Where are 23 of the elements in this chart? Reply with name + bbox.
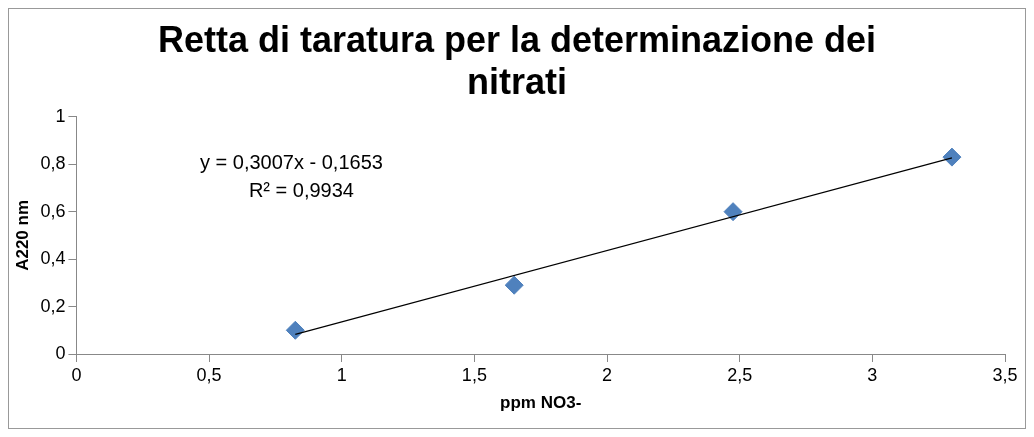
- x-tick-label: 3: [867, 364, 878, 385]
- point: [942, 147, 962, 167]
- x-tick-label: 0: [71, 364, 82, 385]
- point: [285, 320, 305, 340]
- point: [504, 275, 524, 295]
- x-tick-label: 1,5: [461, 364, 487, 385]
- x-tick-label: 2,5: [727, 364, 753, 385]
- y-axis-title: A220 nm: [12, 199, 32, 271]
- annotation: y = 0,3007x - 0,1653: [199, 150, 383, 173]
- x-tick-label: 0,5: [196, 364, 222, 385]
- y-tick-label: 0,2: [40, 295, 66, 316]
- x-tick-label: 1: [336, 364, 347, 385]
- y-tick-label: 0,8: [40, 153, 66, 174]
- point: [723, 202, 743, 222]
- x-tick-label: 2: [602, 364, 613, 385]
- y-tick-label: 0: [55, 342, 66, 363]
- x-axis-title: ppm NO3-: [500, 393, 582, 413]
- annotation: R² = 0,9934: [248, 178, 354, 201]
- x-tick-label: 3,5: [992, 364, 1018, 385]
- chart-title: Retta di taratura per la determinazione dei nitrati: [156, 19, 878, 103]
- y-tick-label: 1: [55, 105, 66, 126]
- y-tick-label: 0,6: [40, 200, 66, 221]
- y-tick-label: 0,4: [40, 248, 66, 269]
